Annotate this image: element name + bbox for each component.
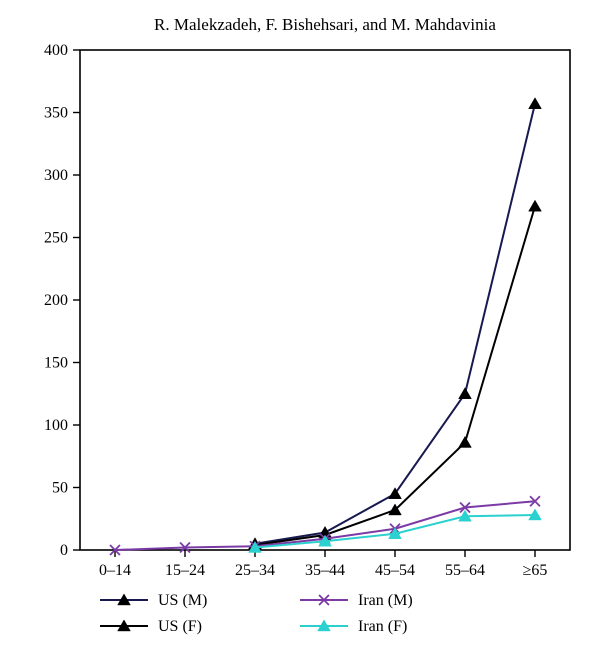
y-tick-label: 350 xyxy=(44,105,68,122)
x-tick-label: 15–24 xyxy=(165,562,205,579)
x-tick-label: 45–54 xyxy=(375,562,415,579)
chart-svg: R. Malekzadeh, F. Bishehsari, and M. Mah… xyxy=(0,0,600,665)
chart-title: R. Malekzadeh, F. Bishehsari, and M. Mah… xyxy=(154,15,496,34)
chart-container: R. Malekzadeh, F. Bishehsari, and M. Mah… xyxy=(0,0,600,665)
y-tick-label: 300 xyxy=(44,167,68,184)
y-tick-label: 200 xyxy=(44,292,68,309)
y-tick-label: 50 xyxy=(52,480,68,497)
x-tick-label: 25–34 xyxy=(235,562,275,579)
y-tick-label: 250 xyxy=(44,230,68,247)
x-tick-label: 0–14 xyxy=(99,562,131,579)
x-tick-label: ≥65 xyxy=(523,562,548,579)
legend-label: Iran (F) xyxy=(358,618,407,635)
legend-label: US (F) xyxy=(158,618,202,635)
x-tick-label: 55–64 xyxy=(445,562,485,579)
x-tick-label: 35–44 xyxy=(305,562,345,579)
y-tick-label: 150 xyxy=(44,355,68,372)
legend-label: US (M) xyxy=(158,592,207,609)
y-tick-label: 400 xyxy=(44,42,68,59)
legend-label: Iran (M) xyxy=(358,592,413,609)
y-tick-label: 0 xyxy=(60,542,68,559)
y-tick-label: 100 xyxy=(44,417,68,434)
